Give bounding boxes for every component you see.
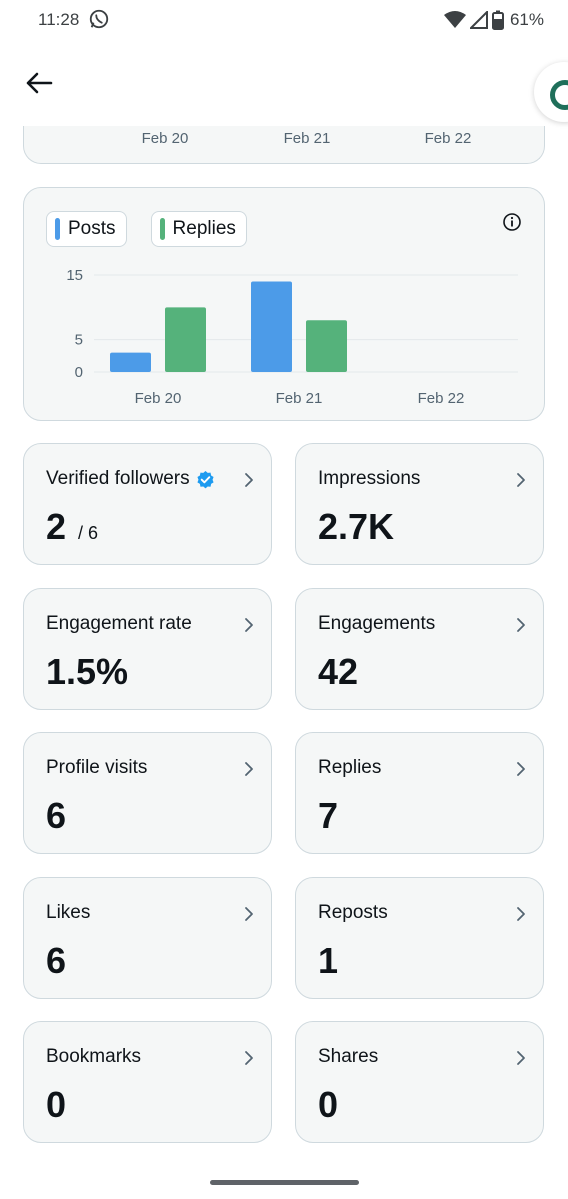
x-tick-label: Feb 21 [283,130,331,147]
top-bar [0,40,568,126]
stat-card-bookmarks[interactable]: Bookmarks 0 [23,1021,272,1143]
stat-value: 42 [318,651,359,692]
legend-replies[interactable]: Replies [150,211,247,247]
chevron-right-icon [517,1051,525,1065]
x-tick-label: Feb 21 [276,390,323,407]
whatsapp-icon [89,9,109,29]
stat-card-likes[interactable]: Likes 6 [23,877,272,999]
grok-icon [550,80,568,110]
back-button[interactable] [22,68,56,98]
bar-replies-feb-21[interactable] [306,320,347,372]
bar-posts-feb-20[interactable] [110,352,151,372]
x-tick-label: Feb 20 [135,390,182,407]
stat-value: 1.5% [46,651,129,692]
stat-value: 0 [318,1084,339,1125]
stat-value-number: 2 [46,506,67,547]
status-icons: 61% [443,8,544,32]
stat-card-engagements[interactable]: Engagements 42 [295,588,544,710]
grok-button[interactable] [534,62,568,122]
stat-value: 2.7K [318,506,395,547]
stat-value: 2 / 6 [46,506,98,548]
chevron-right-icon [517,762,525,776]
stat-value-total: / 6 [78,523,99,543]
stat-card-engagement-rate[interactable]: Engagement rate 1.5% [23,588,272,710]
stat-card-replies[interactable]: Replies 7 [295,732,544,854]
chevron-right-icon [245,1051,253,1065]
bar-replies-feb-20[interactable] [165,307,206,372]
info-icon[interactable] [502,212,522,232]
chevron-right-icon [517,473,525,487]
legend-swatch-replies [159,218,165,240]
stat-card-profile-visits[interactable]: Profile visits 6 [23,732,272,854]
chevron-right-icon [245,618,253,632]
stat-label: Shares [318,1046,379,1067]
stat-card-reposts[interactable]: Reposts 1 [295,877,544,999]
legend-label: Posts [68,218,116,239]
stat-label: Likes [46,902,91,923]
stat-label-text: Verified followers [46,468,190,489]
stat-value: 0 [46,1084,67,1125]
stat-label: Replies [318,757,382,778]
home-indicator[interactable] [210,1180,359,1185]
bar-posts-feb-21[interactable] [251,281,292,372]
bar-chart: 15 5 0 Feb 20 Feb 21 Feb 22 [66,267,518,407]
chart-legend: Posts Replies [46,211,247,247]
y-tick-label: 0 [75,364,83,381]
stat-value: 7 [318,795,339,836]
x-tick-label: Feb 20 [141,130,189,147]
x-tick-label: Feb 22 [418,390,465,407]
stat-label: Impressions [318,468,421,489]
stat-card-shares[interactable]: Shares 0 [295,1021,544,1143]
battery-percent: 61% [509,10,544,29]
stat-label: Reposts [318,902,388,923]
stat-label: Verified followers [46,468,215,490]
arrow-left-icon [26,72,53,94]
stat-value: 6 [46,795,67,836]
stat-value: 6 [46,940,67,981]
battery-icon [491,10,504,30]
chevron-right-icon [517,907,525,921]
chevron-right-icon [517,618,525,632]
stat-label: Bookmarks [46,1046,142,1067]
wifi-icon [443,11,466,28]
stat-card-impressions[interactable]: Impressions 2.7K [295,443,544,565]
y-tick-label: 15 [66,267,83,284]
y-tick-label: 5 [75,332,83,349]
status-time: 11:28 [38,10,80,29]
posts-replies-chart-card: 15 5 0 Feb 20 Feb 21 Feb 22 Posts Replies [23,187,545,421]
x-tick-label: Feb 22 [424,130,472,147]
chevron-right-icon [245,762,253,776]
stat-label: Engagement rate [46,613,192,634]
legend-swatch-posts [55,218,60,240]
verified-badge-icon [197,470,214,488]
stat-card-verified-followers[interactable]: Verified followers 2 / 6 [23,443,272,565]
signal-icon [469,11,488,29]
legend-label: Replies [172,218,236,239]
status-bar: 11:28 61% [0,0,568,40]
stat-label: Profile visits [46,757,148,778]
legend-posts[interactable]: Posts [46,211,127,247]
chevron-right-icon [245,473,253,487]
stat-value: 1 [318,940,339,981]
stat-label: Engagements [318,613,436,634]
chevron-right-icon [245,907,253,921]
